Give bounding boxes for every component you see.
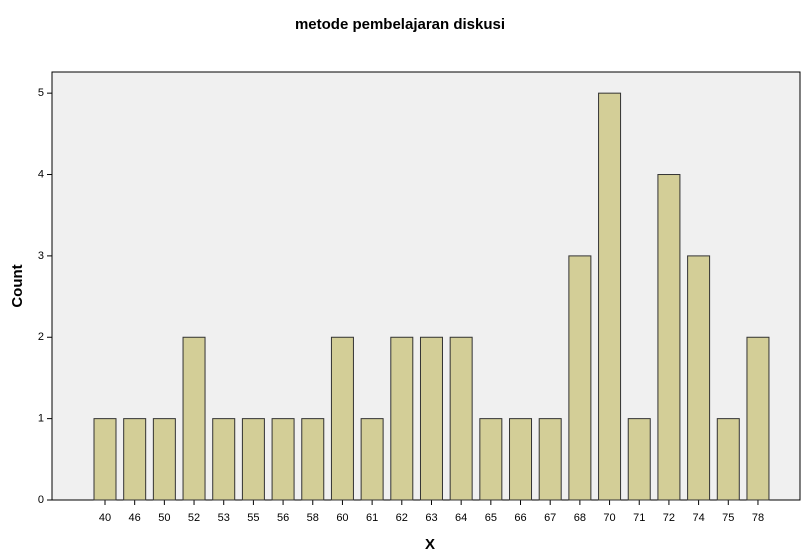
bar <box>241 418 265 501</box>
bar <box>687 255 711 501</box>
x-tick-label: 72 <box>663 512 675 524</box>
y-axis-title: Count <box>9 264 26 307</box>
bar <box>330 336 354 501</box>
bar <box>93 418 117 501</box>
y-tick-label: 2 <box>38 331 44 343</box>
bar <box>152 418 176 501</box>
x-tick-label: 53 <box>218 512 230 524</box>
bar <box>419 336 443 501</box>
x-tick-label: 78 <box>752 512 764 524</box>
bar <box>390 336 414 501</box>
y-tick-label: 5 <box>38 87 44 99</box>
x-tick-label: 74 <box>692 512 704 524</box>
x-tick-label: 71 <box>633 512 645 524</box>
x-tick-label: 66 <box>514 512 526 524</box>
x-tick-label: 50 <box>158 512 170 524</box>
x-tick-label: 56 <box>277 512 289 524</box>
bar <box>271 418 295 501</box>
x-tick-label: 64 <box>455 512 467 524</box>
bar <box>360 418 384 501</box>
bar <box>568 255 592 501</box>
x-tick-label: 52 <box>188 512 200 524</box>
x-tick-label: 67 <box>544 512 556 524</box>
bar <box>509 418 533 501</box>
y-tick-label: 4 <box>38 168 44 180</box>
x-tick-label: 65 <box>485 512 497 524</box>
x-tick-label: 55 <box>247 512 259 524</box>
bar <box>598 92 622 501</box>
x-tick-label: 62 <box>396 512 408 524</box>
bar <box>657 174 681 501</box>
x-tick-label: 70 <box>603 512 615 524</box>
x-tick-label: 60 <box>336 512 348 524</box>
x-tick-label: 40 <box>99 512 111 524</box>
y-tick-label: 1 <box>38 413 44 425</box>
bar <box>449 336 473 501</box>
x-tick-label: 75 <box>722 512 734 524</box>
chart-title: metode pembelajaran diskusi <box>295 16 505 33</box>
x-axis-title: X <box>425 536 435 553</box>
bar <box>212 418 236 501</box>
bar <box>716 418 740 501</box>
bar <box>538 418 562 501</box>
bar <box>479 418 503 501</box>
bar <box>182 336 206 501</box>
bar <box>123 418 147 501</box>
bar <box>627 418 651 501</box>
y-tick-label: 3 <box>38 250 44 262</box>
x-tick-label: 58 <box>307 512 319 524</box>
y-tick-label: 0 <box>38 494 44 506</box>
x-tick-label: 63 <box>425 512 437 524</box>
x-tick-label: 61 <box>366 512 378 524</box>
bar <box>746 336 770 501</box>
bar <box>301 418 325 501</box>
x-tick-label: 68 <box>574 512 586 524</box>
x-tick-label: 46 <box>129 512 141 524</box>
